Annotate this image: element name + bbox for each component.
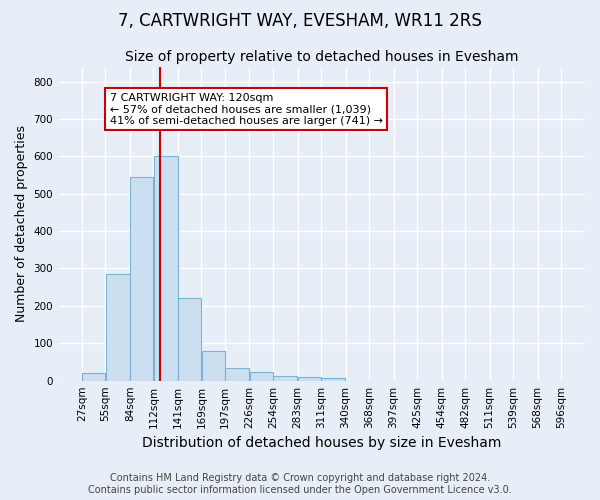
Bar (106, 274, 130, 380)
Bar (273, 376, 297, 380)
Bar (225, 368, 249, 380)
Bar (298, 378, 321, 380)
Bar (322, 378, 346, 380)
Text: 7, CARTWRIGHT WAY, EVESHAM, WR11 2RS: 7, CARTWRIGHT WAY, EVESHAM, WR11 2RS (118, 12, 482, 30)
Y-axis label: Number of detached properties: Number of detached properties (15, 125, 28, 322)
Text: Contains HM Land Registry data © Crown copyright and database right 2024.
Contai: Contains HM Land Registry data © Crown c… (88, 474, 512, 495)
Bar (130, 177, 153, 380)
Bar (202, 351, 225, 380)
Bar (82, 373, 105, 380)
Bar (250, 372, 273, 380)
Bar (154, 156, 178, 380)
Title: Size of property relative to detached houses in Evesham: Size of property relative to detached ho… (125, 50, 518, 64)
Bar (178, 298, 201, 380)
Text: 7 CARTWRIGHT WAY: 120sqm
← 57% of detached houses are smaller (1,039)
41% of sem: 7 CARTWRIGHT WAY: 120sqm ← 57% of detach… (110, 92, 383, 126)
X-axis label: Distribution of detached houses by size in Evesham: Distribution of detached houses by size … (142, 436, 501, 450)
